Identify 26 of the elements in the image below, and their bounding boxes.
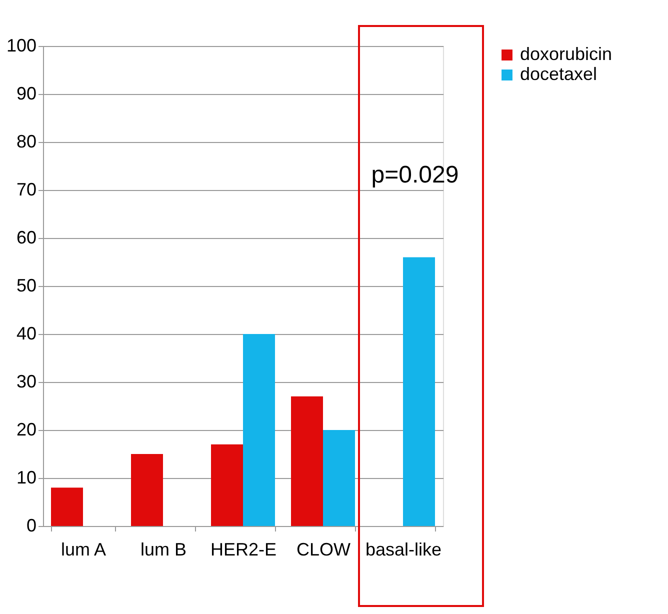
y-tick-label: 90 [16,84,36,104]
x-tick-label: CLOW [296,540,351,560]
annotation: p=0.029 [371,162,459,189]
bar [51,488,83,526]
y-tick-label: 10 [16,468,36,488]
bar [211,444,243,526]
bar [291,396,323,526]
bar [243,334,275,526]
legend-label: docetaxel [520,64,598,84]
y-tick-label: 60 [16,228,36,248]
bar [323,430,355,526]
y-tick-label: 80 [16,132,36,152]
x-tick-label: basal-like [365,540,442,560]
y-tick-label: 100 [6,36,36,56]
legend-label: doxorubicin [520,44,612,64]
x-tick-label: lum A [60,540,106,560]
y-tick-label: 50 [16,276,36,296]
bar [131,454,163,526]
x-tick-label: lum B [140,540,187,560]
y-tick-label: 0 [26,516,36,536]
y-tick-label: 30 [16,372,36,392]
bar [403,257,435,526]
x-tick-label: HER2-E [210,540,277,560]
y-tick-label: 40 [16,324,36,344]
y-tick-label: 20 [16,420,36,440]
y-tick-label: 70 [16,180,36,200]
